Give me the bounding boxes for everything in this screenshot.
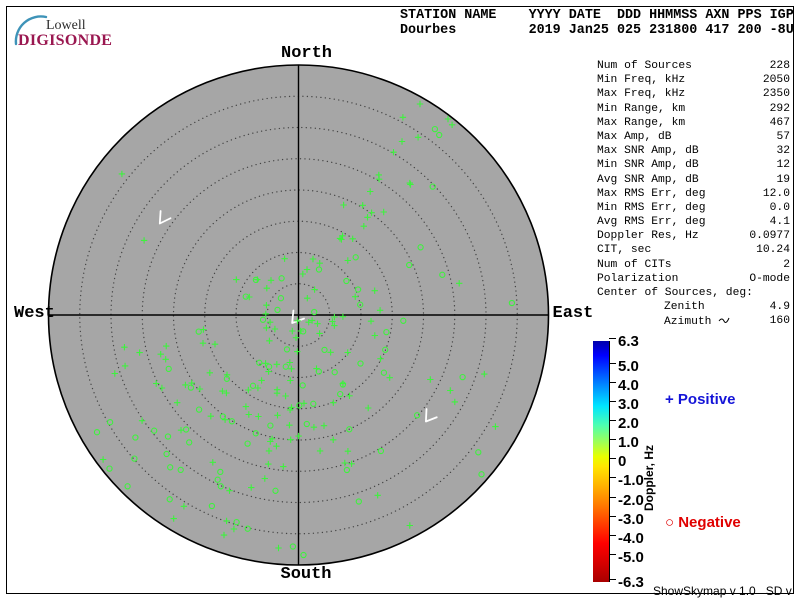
svg-text:South: South bbox=[281, 565, 332, 584]
svg-text:East: East bbox=[553, 304, 594, 323]
svg-text:West: West bbox=[14, 304, 55, 323]
svg-text:North: North bbox=[281, 44, 332, 63]
